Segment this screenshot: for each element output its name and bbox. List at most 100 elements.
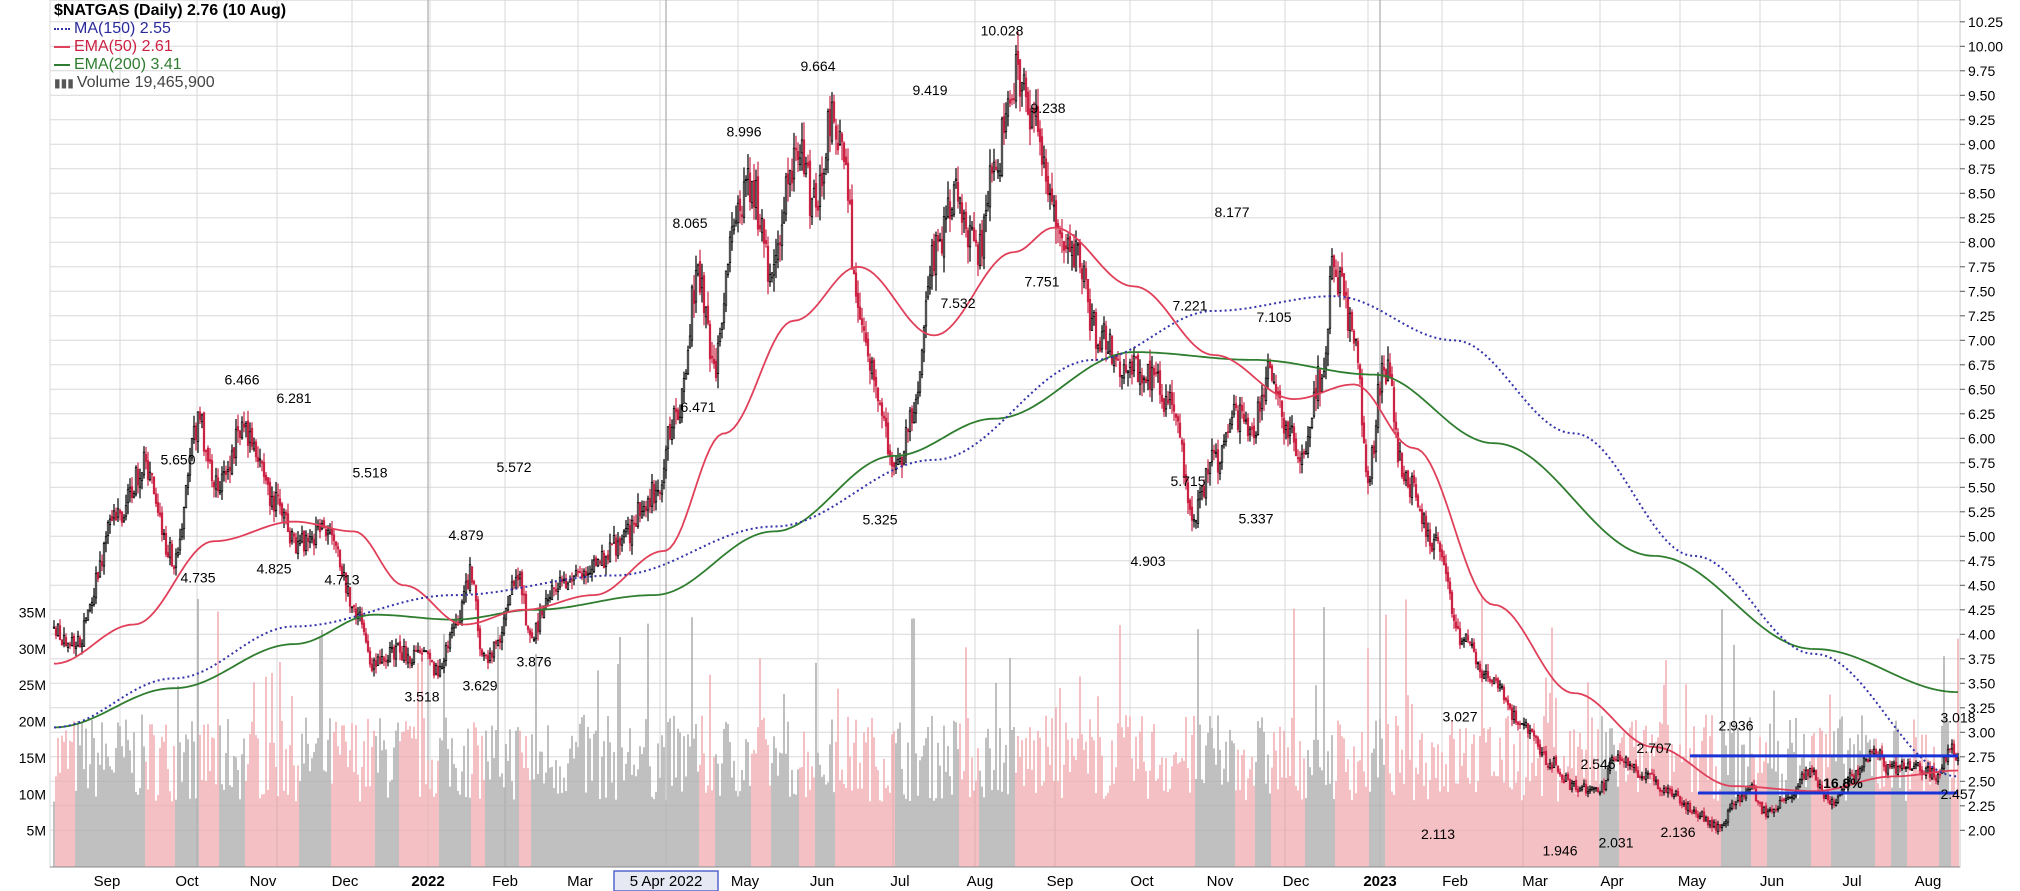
volume-bar (1059, 687, 1061, 867)
candle-body (1008, 99, 1012, 104)
volume-bar (1493, 771, 1495, 867)
volume-bar (1069, 772, 1071, 867)
candle-body (982, 216, 986, 259)
legend-ema200: EMA(200) 3.41 (74, 56, 182, 73)
volume-bar (537, 773, 539, 867)
volume-bar (1415, 767, 1417, 867)
candle-body (310, 536, 314, 540)
candle-body (704, 306, 708, 318)
volume-bar (607, 715, 609, 867)
candle-body (1186, 482, 1190, 504)
candle-body (570, 579, 574, 582)
volume-bar (1693, 726, 1695, 867)
candle-body (664, 449, 668, 471)
candle-body (78, 637, 82, 648)
candle-body (1866, 759, 1870, 763)
candle-body (1798, 779, 1802, 788)
volume-bar (55, 776, 57, 867)
price-annotation: 6.471 (680, 399, 715, 415)
candle-body (1398, 451, 1402, 461)
candle-body (996, 170, 1000, 173)
price-tick-label: 2.25 (1968, 798, 1995, 814)
candle-body (1362, 422, 1366, 443)
candle-body (1804, 769, 1808, 780)
volume-tick-label: 20M (19, 714, 46, 730)
volume-bar (103, 769, 105, 867)
candle-body (1054, 200, 1058, 228)
volume-bar (989, 748, 991, 867)
candle-body (326, 529, 330, 535)
price-annotation: 9.664 (800, 58, 835, 74)
price-annotation: 6.281 (276, 390, 311, 406)
volume-bar (1817, 754, 1819, 867)
volume-bar (1619, 743, 1621, 867)
volume-bar (121, 746, 123, 867)
candle-body (1104, 325, 1108, 350)
candle-body (1580, 786, 1584, 790)
candle-body (134, 467, 138, 495)
candle-body (1252, 425, 1256, 439)
candle-body (1374, 425, 1378, 453)
volume-bar (1213, 748, 1215, 867)
candle-body (1216, 449, 1220, 473)
volume-bar (635, 776, 637, 867)
volume-bar (1025, 737, 1027, 867)
volume-bar (1809, 761, 1811, 867)
candle-body (1122, 364, 1126, 379)
candle-body (1368, 479, 1372, 482)
volume-bar (767, 745, 769, 867)
volume-bar (429, 789, 431, 867)
volume-bar (609, 742, 611, 867)
volume-bar (645, 719, 647, 867)
candle-body (462, 591, 466, 603)
candle-body (1072, 243, 1076, 268)
volume-bar (85, 728, 87, 867)
volume-bar (699, 764, 701, 867)
candle-body (586, 573, 590, 576)
candle-body (1784, 798, 1788, 801)
volume-bar (1099, 737, 1101, 867)
volume-bar (419, 796, 421, 867)
candle-body (1170, 392, 1174, 405)
volume-bar (985, 737, 987, 867)
candle-body (1904, 767, 1908, 770)
volume-bar (389, 781, 391, 867)
candle-body (1128, 362, 1132, 369)
candle-body (1306, 435, 1310, 454)
volume-bar (1273, 732, 1275, 867)
candle-body (866, 338, 870, 357)
price-axis: 2.002.252.502.753.003.253.503.754.004.25… (1960, 14, 2003, 838)
volume-bar (1735, 797, 1737, 867)
volume-bar (515, 730, 517, 867)
time-tick-label: 2023 (1363, 873, 1396, 890)
candle-body (278, 498, 282, 507)
volume-bar (1879, 788, 1881, 867)
volume-bar (553, 788, 555, 867)
candle-body (1052, 204, 1056, 207)
volume-bar (1625, 782, 1627, 867)
candle-body (656, 489, 660, 493)
volume-bar (1063, 764, 1065, 867)
candle-body (844, 156, 848, 166)
candle-body (1738, 795, 1742, 802)
volume-bar (1123, 737, 1125, 867)
volume-bar (949, 776, 951, 867)
volume-bar (1079, 676, 1081, 867)
price-tick-label: 5.00 (1968, 528, 1995, 544)
candle-body (796, 150, 800, 160)
volume-tick-label: 5M (27, 823, 46, 839)
candle-body (688, 335, 692, 349)
candle-body (1778, 800, 1782, 809)
time-tick-label: Jul (890, 873, 909, 890)
candle-body (628, 525, 632, 544)
candle-body (210, 460, 214, 482)
volume-bar (1725, 745, 1727, 867)
volume-bar (911, 618, 913, 867)
volume-bar (603, 741, 605, 867)
volume-bar (669, 718, 671, 867)
volume-bar (307, 743, 309, 867)
channel-percent-label: 16.8% (1823, 775, 1863, 791)
volume-bar (1163, 790, 1165, 867)
volume-bar (665, 800, 667, 867)
volume-bar (1053, 781, 1055, 867)
